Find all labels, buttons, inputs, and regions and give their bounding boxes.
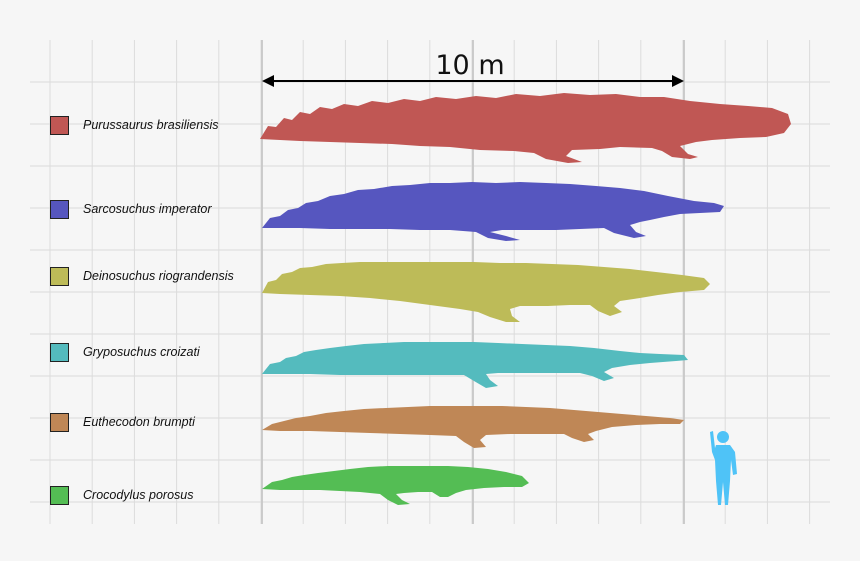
legend-swatch <box>50 485 69 505</box>
human-silhouette <box>710 431 737 505</box>
legend-swatch <box>50 266 69 286</box>
scale-label: 10 m <box>435 50 505 81</box>
euthecodon-silhouette <box>262 406 684 448</box>
species-name: Sarcosuchus imperator <box>83 202 212 216</box>
legend-item: Purussaurus brasiliensis <box>50 113 218 137</box>
silhouette-body <box>262 262 710 322</box>
deinosuchus-silhouette <box>262 262 710 322</box>
sarcosuchus-silhouette <box>262 182 724 241</box>
legend-swatch <box>50 342 69 362</box>
scale-bar <box>262 75 684 87</box>
silhouette-body <box>262 342 688 388</box>
legend-item: Crocodylus porosus <box>50 483 193 507</box>
silhouette-body <box>262 406 684 448</box>
legend-item: Sarcosuchus imperator <box>50 197 212 221</box>
legend-item: Euthecodon brumpti <box>50 410 195 434</box>
species-name: Euthecodon brumpti <box>83 415 195 429</box>
species-name: Crocodylus porosus <box>83 488 194 502</box>
legend-swatch <box>50 115 69 135</box>
species-name: Deinosuchus riograndensis <box>83 269 234 283</box>
silhouette-body <box>262 182 724 241</box>
legend-item: Gryposuchus croizati <box>50 340 200 364</box>
legend-item: Deinosuchus riograndensis <box>50 264 234 288</box>
legend-swatch <box>50 199 69 219</box>
silhouette-body <box>262 466 529 505</box>
silhouette-body <box>260 93 791 163</box>
gryposuchus-silhouette <box>262 342 688 388</box>
purussaurus-silhouette <box>260 93 791 163</box>
species-name: Purussaurus brasiliensis <box>83 118 219 132</box>
crocodylus-silhouette <box>262 466 529 505</box>
legend-swatch <box>50 412 69 432</box>
species-name: Gryposuchus croizati <box>83 345 200 359</box>
